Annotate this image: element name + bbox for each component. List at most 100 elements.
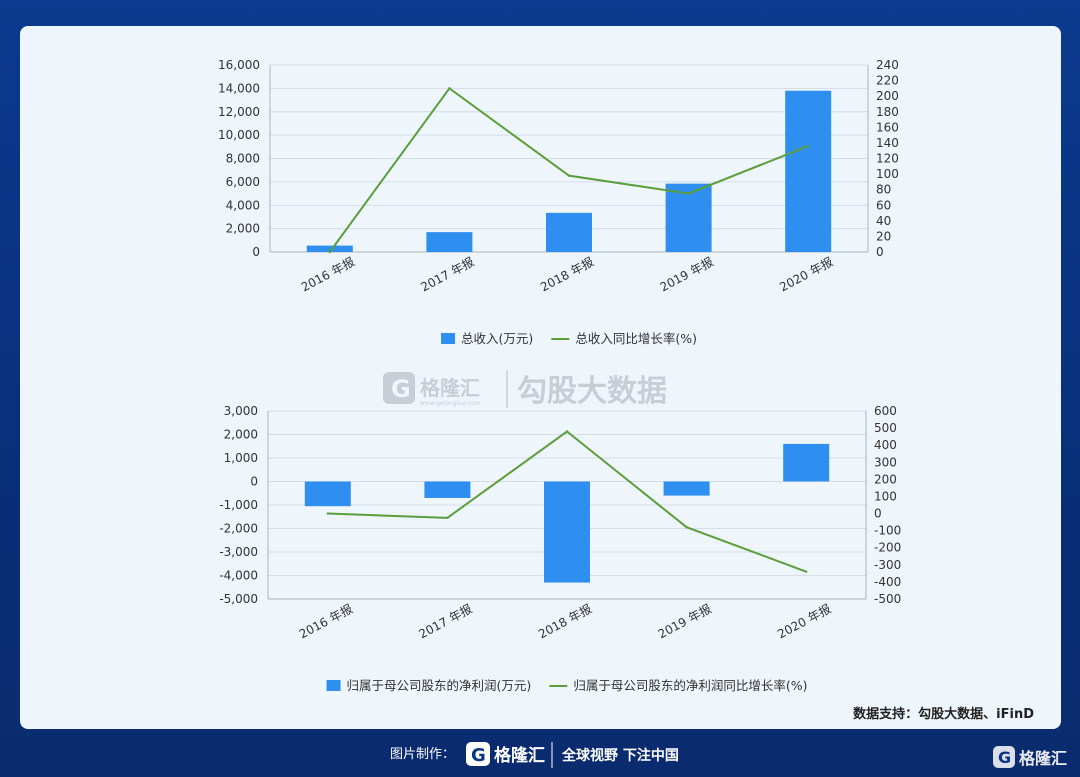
line-point: [807, 144, 810, 148]
line-point: [326, 512, 329, 515]
legend-line-label: 归属于母公司股东的净利润同比增长率(%): [573, 678, 807, 693]
y-right-tick-label: 100: [874, 489, 897, 503]
y-right-tick-label: 500: [874, 421, 897, 435]
x-tick-label: 2019 年报: [655, 601, 714, 642]
y-right-tick-label: 300: [874, 455, 897, 469]
line-point: [685, 526, 688, 529]
y-right-tick-label: 140: [876, 136, 899, 150]
y-right-tick-label: -300: [874, 558, 901, 572]
y-left-tick-label: 0: [252, 245, 260, 259]
legend-line-label: 总收入同比增长率(%): [575, 331, 697, 346]
x-tick-label: 2018 年报: [538, 254, 597, 295]
footer: 图片制作： G 格隆汇 全球视野 下注中国 G 格隆汇: [390, 742, 1067, 768]
y-left-tick-label: 6,000: [226, 175, 260, 189]
y-right-tick-label: 180: [876, 105, 899, 119]
y-left-tick-label: 8,000: [226, 152, 260, 166]
line-point: [446, 516, 449, 520]
y-left-tick-label: -3,000: [219, 545, 258, 559]
x-tick-label: 2020 年报: [777, 254, 836, 295]
y-left-tick-label: 2,000: [226, 222, 260, 236]
footer-brand: 格隆汇: [494, 745, 545, 766]
y-right-tick-label: 80: [876, 183, 891, 197]
x-tick-label: 2018 年报: [536, 601, 595, 642]
bar: [546, 212, 592, 252]
x-tick-label: 2020 年报: [775, 601, 834, 642]
y-left-tick-label: -2,000: [219, 522, 258, 536]
y-right-tick-label: 160: [876, 120, 899, 134]
x-tick-label: 2017 年报: [418, 254, 477, 295]
y-right-tick-label: 120: [876, 152, 899, 166]
y-right-tick-label: -500: [874, 592, 901, 606]
watermark-logo-icon: [383, 372, 415, 404]
y-right-tick-label: -100: [874, 524, 901, 538]
y-left-tick-label: 14,000: [218, 81, 260, 95]
x-tick-label: 2019 年报: [657, 254, 716, 295]
legend-bar-label: 归属于母公司股东的净利润(万元): [347, 678, 532, 693]
footer-slogan: 全球视野 下注中国: [561, 747, 679, 764]
bar: [665, 183, 712, 252]
y-right-tick-label: 240: [876, 58, 899, 72]
y-left-tick-label: 2,000: [224, 428, 258, 442]
bar: [426, 232, 473, 252]
watermark-brand: 格隆汇: [420, 376, 480, 400]
y-right-tick-label: -200: [874, 541, 901, 555]
x-tick-label: 2017 年报: [416, 601, 475, 642]
bar: [544, 481, 590, 583]
line-point: [328, 250, 331, 254]
svg-text:G: G: [998, 748, 1011, 767]
x-tick-label: 2016 年报: [296, 601, 355, 642]
y-right-tick-label: 600: [874, 404, 897, 418]
y-left-tick-label: -1,000: [219, 498, 258, 512]
line-point: [567, 174, 571, 177]
bar: [424, 481, 471, 498]
source-note: 数据支持：勾股大数据、iFinD: [853, 706, 1034, 722]
bar: [306, 245, 353, 252]
y-right-tick-label: 400: [874, 438, 897, 452]
revenue-chart: 16,000 14,000 12,000 10,000 8,000 6,000 4,000 2…: [218, 58, 899, 346]
y-right-tick-label: 40: [876, 214, 891, 228]
legend: 总收入(万元) 总收入同比增长率(%): [441, 331, 697, 346]
bar: [663, 481, 710, 496]
chart-card: [20, 26, 1061, 729]
bar: [785, 90, 832, 253]
legend-bar-swatch: [326, 680, 341, 691]
y-right-tick-label: 220: [876, 74, 899, 88]
y-left-tick-label: 12,000: [218, 105, 260, 119]
svg-text:G: G: [471, 745, 486, 766]
bar: [304, 481, 351, 507]
legend-bar-label: 总收入(万元): [461, 331, 533, 346]
watermark: G 格隆汇 www.gelonghui.com 勾股大数据: [383, 370, 667, 409]
y-left-tick-label: -4,000: [219, 569, 258, 583]
y-left-tick-label: 1,000: [224, 451, 258, 465]
footer-made-by: 图片制作：: [390, 747, 455, 762]
corner-brand: 格隆汇: [1019, 749, 1067, 768]
y-right-tick-label: 200: [876, 89, 899, 103]
line-point: [565, 430, 569, 433]
line-point: [448, 87, 451, 90]
legend: 归属于母公司股东的净利润(万元) 归属于母公司股东的净利润同比增长率(%): [326, 678, 807, 693]
line-point: [805, 570, 808, 573]
bar: [783, 443, 830, 482]
footer-logo-icon: [466, 742, 490, 766]
x-tick-label: 2016 年报: [298, 254, 357, 295]
y-left-tick-label: -5,000: [219, 592, 258, 606]
line-point: [687, 192, 690, 195]
watermark-brand-sub: www.gelonghui.com: [420, 400, 481, 407]
y-left-tick-label: 16,000: [218, 58, 260, 72]
y-left-tick-label: 0: [250, 475, 258, 489]
y-right-tick-label: -400: [874, 575, 901, 589]
y-right-tick-label: 100: [876, 167, 899, 181]
svg-text:G: G: [391, 375, 411, 403]
y-right-tick-label: 60: [876, 198, 891, 212]
y-left-tick-label: 3,000: [224, 404, 258, 418]
net-profit-chart: 3,000 2,000 1,000 0 -1,000 -2,000 -3,000 -4,000…: [219, 404, 901, 693]
watermark-product: 勾股大数据: [517, 374, 667, 409]
y-right-tick-label: 200: [874, 472, 897, 486]
y-left-tick-label: 10,000: [218, 128, 260, 142]
y-right-tick-label: 0: [876, 245, 884, 259]
y-right-tick-label: 0: [874, 507, 882, 521]
y-left-tick-label: 4,000: [226, 198, 260, 212]
corner-logo-icon: [993, 746, 1015, 768]
y-right-tick-label: 20: [876, 229, 891, 243]
